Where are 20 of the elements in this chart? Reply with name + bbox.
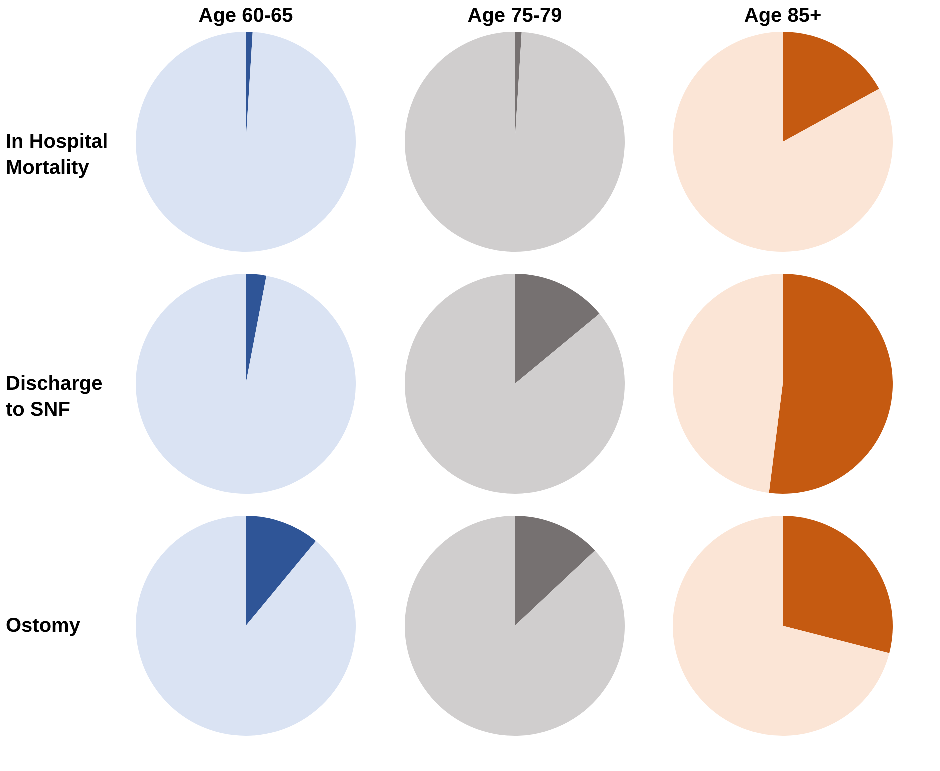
- pie-slice: [514, 274, 600, 384]
- text: Discharge to SNF: [6, 373, 103, 421]
- pie-slice: [783, 516, 894, 654]
- chart-title: Age 75-79: [467, 5, 562, 27]
- pie-slice: [514, 516, 595, 626]
- text: Ostomy: [6, 615, 82, 637]
- chart-title: Age 60-65: [198, 5, 294, 27]
- pie-slice: [246, 516, 316, 626]
- pie-slice: [770, 274, 894, 494]
- pie-slice: [783, 32, 880, 142]
- pie-slice: [404, 32, 625, 252]
- pie-slice: [673, 516, 890, 736]
- pie-slice: [136, 32, 356, 252]
- pie-slice: [674, 274, 784, 494]
- chart-title: Age 85+: [744, 5, 822, 27]
- pie-slice: [136, 274, 356, 494]
- pie-slice: [673, 32, 894, 252]
- text: In Hospital Mortality: [6, 131, 108, 179]
- pie-slice: [246, 274, 267, 384]
- pie-slice: [136, 516, 356, 736]
